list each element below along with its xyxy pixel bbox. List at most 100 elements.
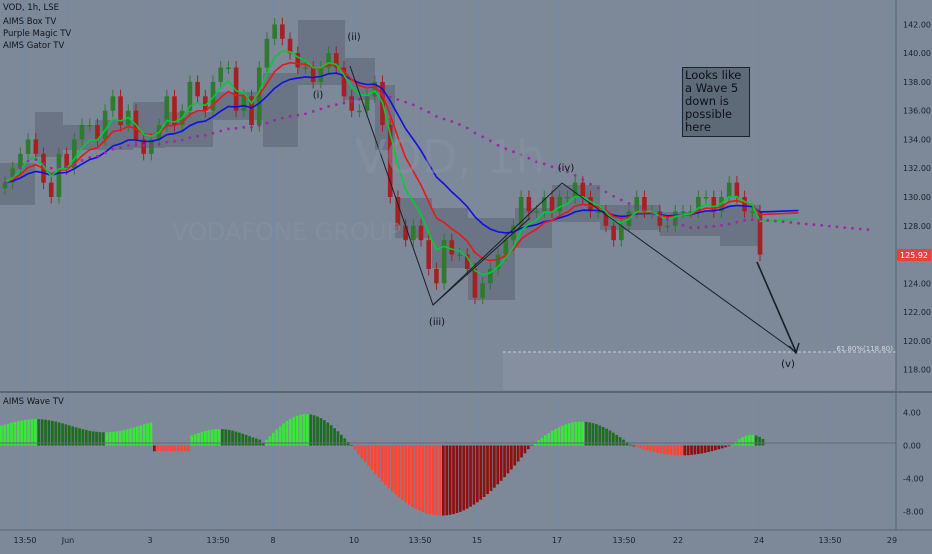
purple-magic-dot	[697, 226, 700, 230]
purple-magic-dot	[396, 98, 400, 101]
hist-bar	[567, 423, 571, 446]
x-tick-label: 29	[887, 536, 897, 545]
purple-magic-dot	[419, 107, 423, 110]
hist-bar	[122, 430, 126, 446]
candle-body	[310, 67, 316, 82]
candle-body	[434, 268, 439, 284]
time-axis[interactable]: 13:50 Jun 3 13:50 8 10 13:50 15 17 13:50 22 24 13:50…	[13, 536, 897, 545]
price-badge: 125.92	[897, 249, 931, 261]
hist-bar	[343, 438, 347, 446]
hist-bar	[23, 419, 27, 446]
purple-magic-dot	[242, 125, 246, 129]
hist-bar	[731, 444, 734, 446]
y-tick-label: 122.00	[903, 308, 931, 317]
wave-labels: (ii) (iii) (iv) (v) (i)	[313, 32, 795, 370]
hist-bar	[503, 445, 506, 478]
annotation-note[interactable]: Looks like a Wave 5 down is possible her…	[682, 67, 750, 137]
purple-magic-dot	[774, 219, 777, 223]
fib-target-zone	[503, 352, 896, 390]
purple-magic-dot	[820, 224, 823, 227]
hist-bar	[516, 445, 520, 462]
purple-magic-dot	[126, 144, 130, 147]
symbol-title[interactable]: VOD, 1h, LSE	[3, 3, 60, 13]
aims-box	[263, 73, 298, 147]
hist-bar	[180, 445, 183, 452]
y-tick-label: 120.00	[903, 337, 931, 346]
candle-body	[526, 197, 532, 212]
hist-bar	[360, 445, 364, 459]
watermark-symbol: VOD, 1h	[355, 130, 545, 184]
purple-magic-dot	[596, 186, 600, 190]
hist-bar	[669, 445, 673, 455]
hist-bar	[527, 445, 530, 450]
purple-magic-dot	[180, 138, 184, 142]
purple-magic-dot	[334, 103, 338, 106]
hist-bar	[95, 431, 98, 446]
hist-bar	[272, 432, 275, 446]
hist-bar	[387, 445, 391, 489]
hist-bar	[520, 445, 523, 458]
purple-magic-dot	[3, 181, 7, 185]
purple-magic-dot	[720, 224, 723, 227]
hist-bar	[85, 430, 88, 446]
candle-body	[333, 53, 339, 68]
indicator-label[interactable]: AIMS Box TV	[3, 17, 57, 27]
hist-bar	[544, 435, 547, 446]
hist-bar	[319, 418, 323, 446]
indicator-label[interactable]: Purple Magic TV	[3, 29, 72, 39]
indicator-label[interactable]: AIMS Gator TV	[3, 41, 65, 51]
hist-bar	[448, 445, 452, 515]
purple-magic-dot	[750, 218, 754, 222]
hist-bar	[659, 445, 663, 454]
purple-magic-dot	[404, 100, 407, 104]
purple-magic-dot	[250, 125, 253, 129]
candle-body	[287, 38, 293, 54]
hist-bar	[625, 442, 629, 446]
candle-body	[488, 268, 493, 284]
purple-magic-dot	[19, 166, 22, 170]
hist-bar	[357, 445, 360, 455]
hist-bar	[255, 438, 258, 446]
purple-magic-dot	[612, 194, 615, 198]
hist-bar	[340, 434, 343, 446]
hist-bar	[350, 445, 353, 446]
purple-magic-dot	[689, 226, 693, 230]
purple-magic-dot	[489, 139, 492, 143]
hist-bar	[693, 445, 697, 455]
candle-body	[25, 139, 31, 154]
candle-body	[272, 24, 277, 39]
hist-bar	[68, 425, 71, 446]
purple-magic-dot	[88, 156, 92, 159]
hist-bar	[10, 422, 13, 446]
hist-bar	[486, 445, 489, 495]
hist-bar	[676, 445, 680, 456]
lower-pane-title[interactable]: AIMS Wave TV	[3, 397, 64, 407]
hist-bar	[639, 445, 642, 449]
hist-bar	[200, 431, 204, 446]
wave-label: (i)	[313, 90, 324, 101]
hist-bar	[234, 431, 238, 446]
purple-magic-dot	[566, 170, 569, 174]
hist-bar	[493, 445, 496, 488]
hist-bar	[469, 445, 472, 507]
candle-body	[657, 211, 663, 226]
hist-bar	[193, 434, 197, 446]
hist-bar	[452, 445, 455, 515]
hist-bar	[44, 419, 47, 446]
hist-bar	[241, 433, 245, 446]
price-axis[interactable]: 118.00120.00122.00124.00126.00128.00130.…	[903, 20, 931, 374]
candle-body	[703, 197, 709, 199]
purple-magic-dot	[704, 225, 708, 229]
purple-magic-dot	[535, 160, 538, 164]
y-tick-label: 134.00	[903, 135, 931, 144]
x-tick-label: 13:50	[612, 536, 635, 545]
wave-axis[interactable]: 4.00 0.00 -4.00 -8.00	[903, 409, 924, 517]
hist-bar	[431, 445, 435, 515]
purple-magic-dot	[188, 136, 192, 140]
hist-bar	[547, 433, 551, 446]
x-tick-label: 22	[673, 536, 683, 545]
hist-bar	[428, 445, 432, 515]
purple-magic-dot	[342, 101, 346, 105]
